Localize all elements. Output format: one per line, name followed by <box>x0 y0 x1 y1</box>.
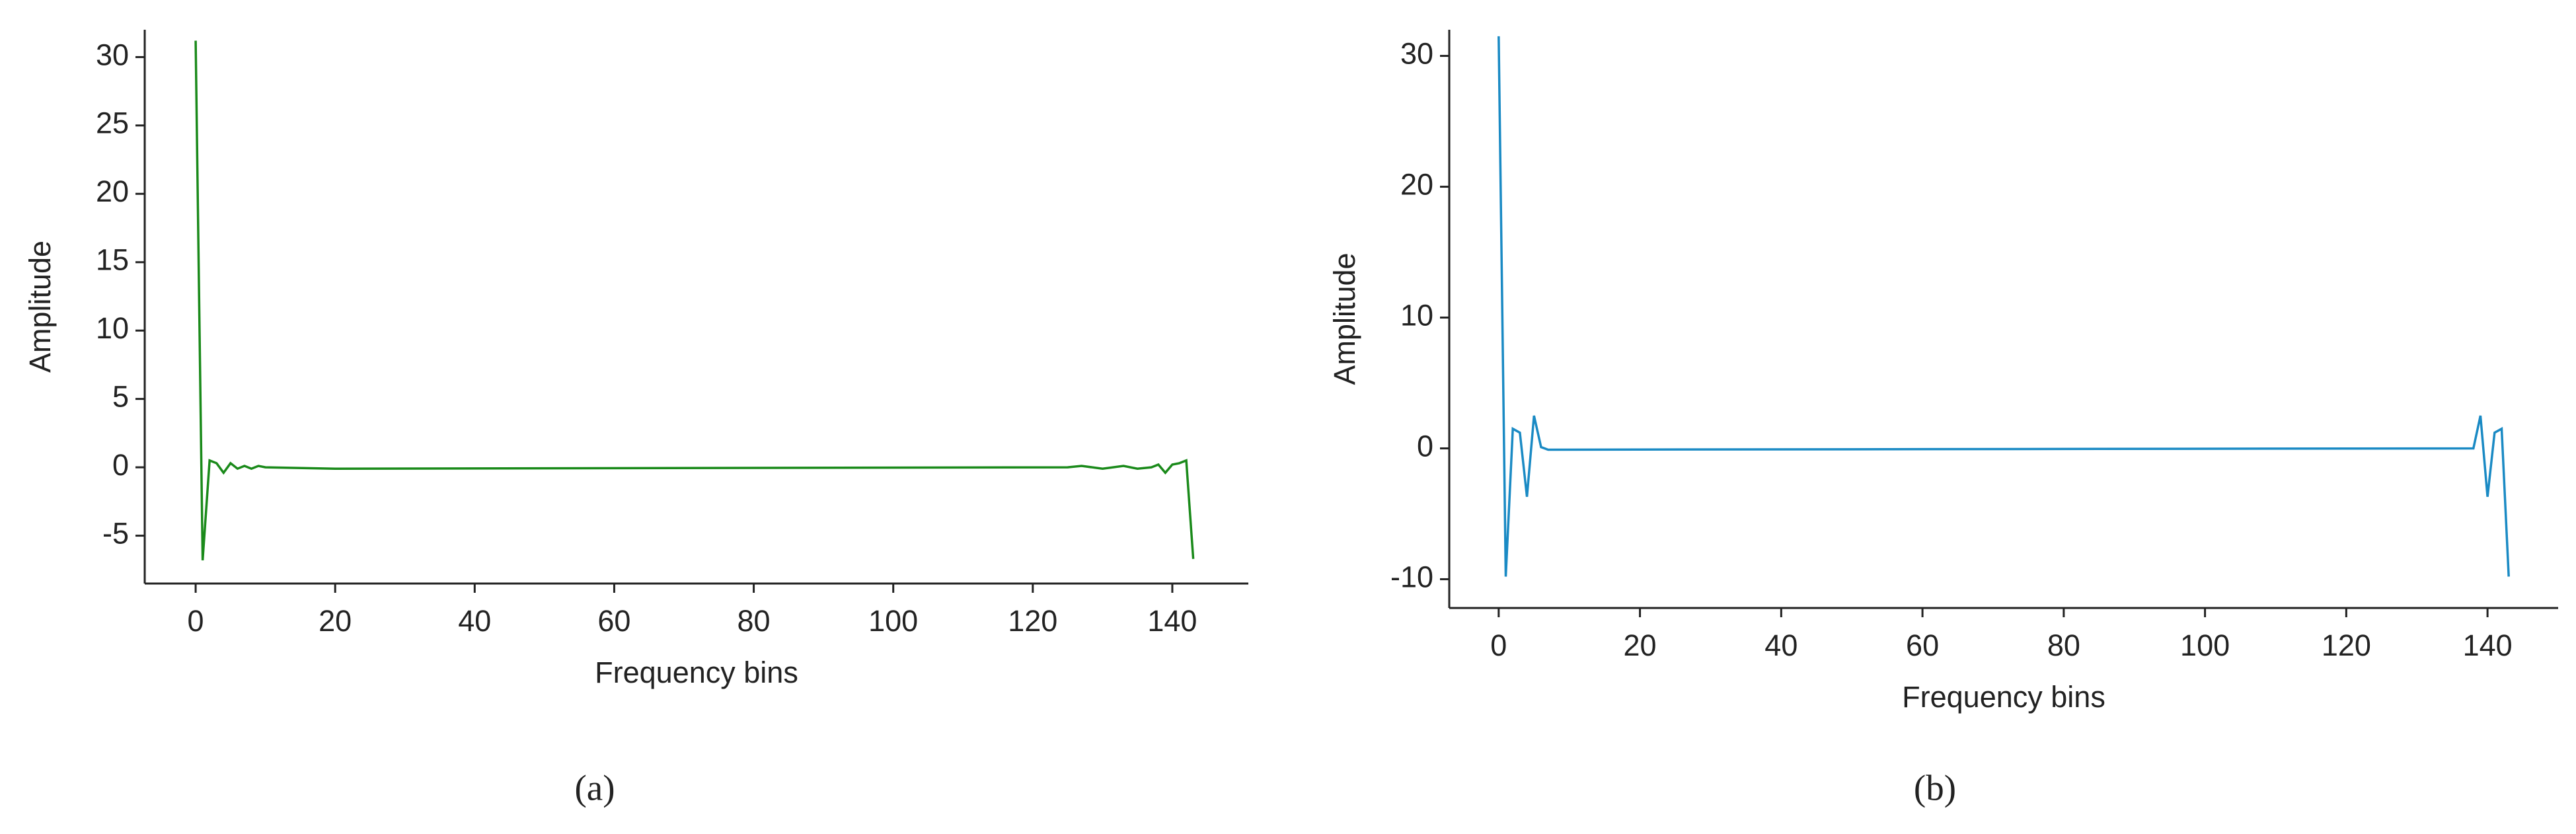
x-tick-label: 40 <box>458 604 491 638</box>
x-tick-label: 140 <box>2463 628 2513 662</box>
x-tick-label: 120 <box>2322 628 2371 662</box>
x-tick-label: 20 <box>319 604 352 638</box>
x-tick-label: 40 <box>1764 628 1798 662</box>
data-line <box>194 40 1195 560</box>
x-tick-label: 80 <box>2047 628 2080 662</box>
x-tick-label: 0 <box>1490 628 1507 662</box>
caption: (b) <box>1914 768 1956 808</box>
x-tick-label: 120 <box>1008 604 1057 638</box>
x-tick-label: 100 <box>868 604 918 638</box>
y-tick-label: 30 <box>1400 36 1433 70</box>
y-tick-label: 10 <box>1400 298 1433 332</box>
x-axis-label: Frequency bins <box>1902 680 2105 714</box>
y-tick-label: 15 <box>96 243 129 277</box>
x-tick-label: 0 <box>188 604 204 638</box>
y-tick-label: 0 <box>112 448 129 482</box>
y-tick-label: -5 <box>102 516 129 550</box>
x-axis-label: Frequency bins <box>595 656 798 689</box>
y-tick-label: 20 <box>96 174 129 208</box>
y-tick-label: 20 <box>1400 167 1433 201</box>
y-tick-label: 30 <box>96 38 129 71</box>
x-tick-label: 80 <box>738 604 771 638</box>
data-line <box>1497 36 2510 577</box>
y-axis-label: Amplitude <box>23 241 57 373</box>
y-tick-label: 10 <box>96 311 129 345</box>
x-tick-label: 60 <box>1906 628 1939 662</box>
caption: (a) <box>574 768 615 808</box>
x-tick-label: 100 <box>2180 628 2230 662</box>
y-tick-label: -10 <box>1390 560 1433 593</box>
y-axis-label: Amplitude <box>1328 252 1361 385</box>
x-tick-label: 140 <box>1147 604 1197 638</box>
y-tick-label: 0 <box>1417 429 1433 463</box>
x-tick-label: 20 <box>1624 628 1657 662</box>
y-tick-label: 5 <box>112 380 129 414</box>
y-tick-label: 25 <box>96 106 129 140</box>
x-tick-label: 60 <box>597 604 630 638</box>
